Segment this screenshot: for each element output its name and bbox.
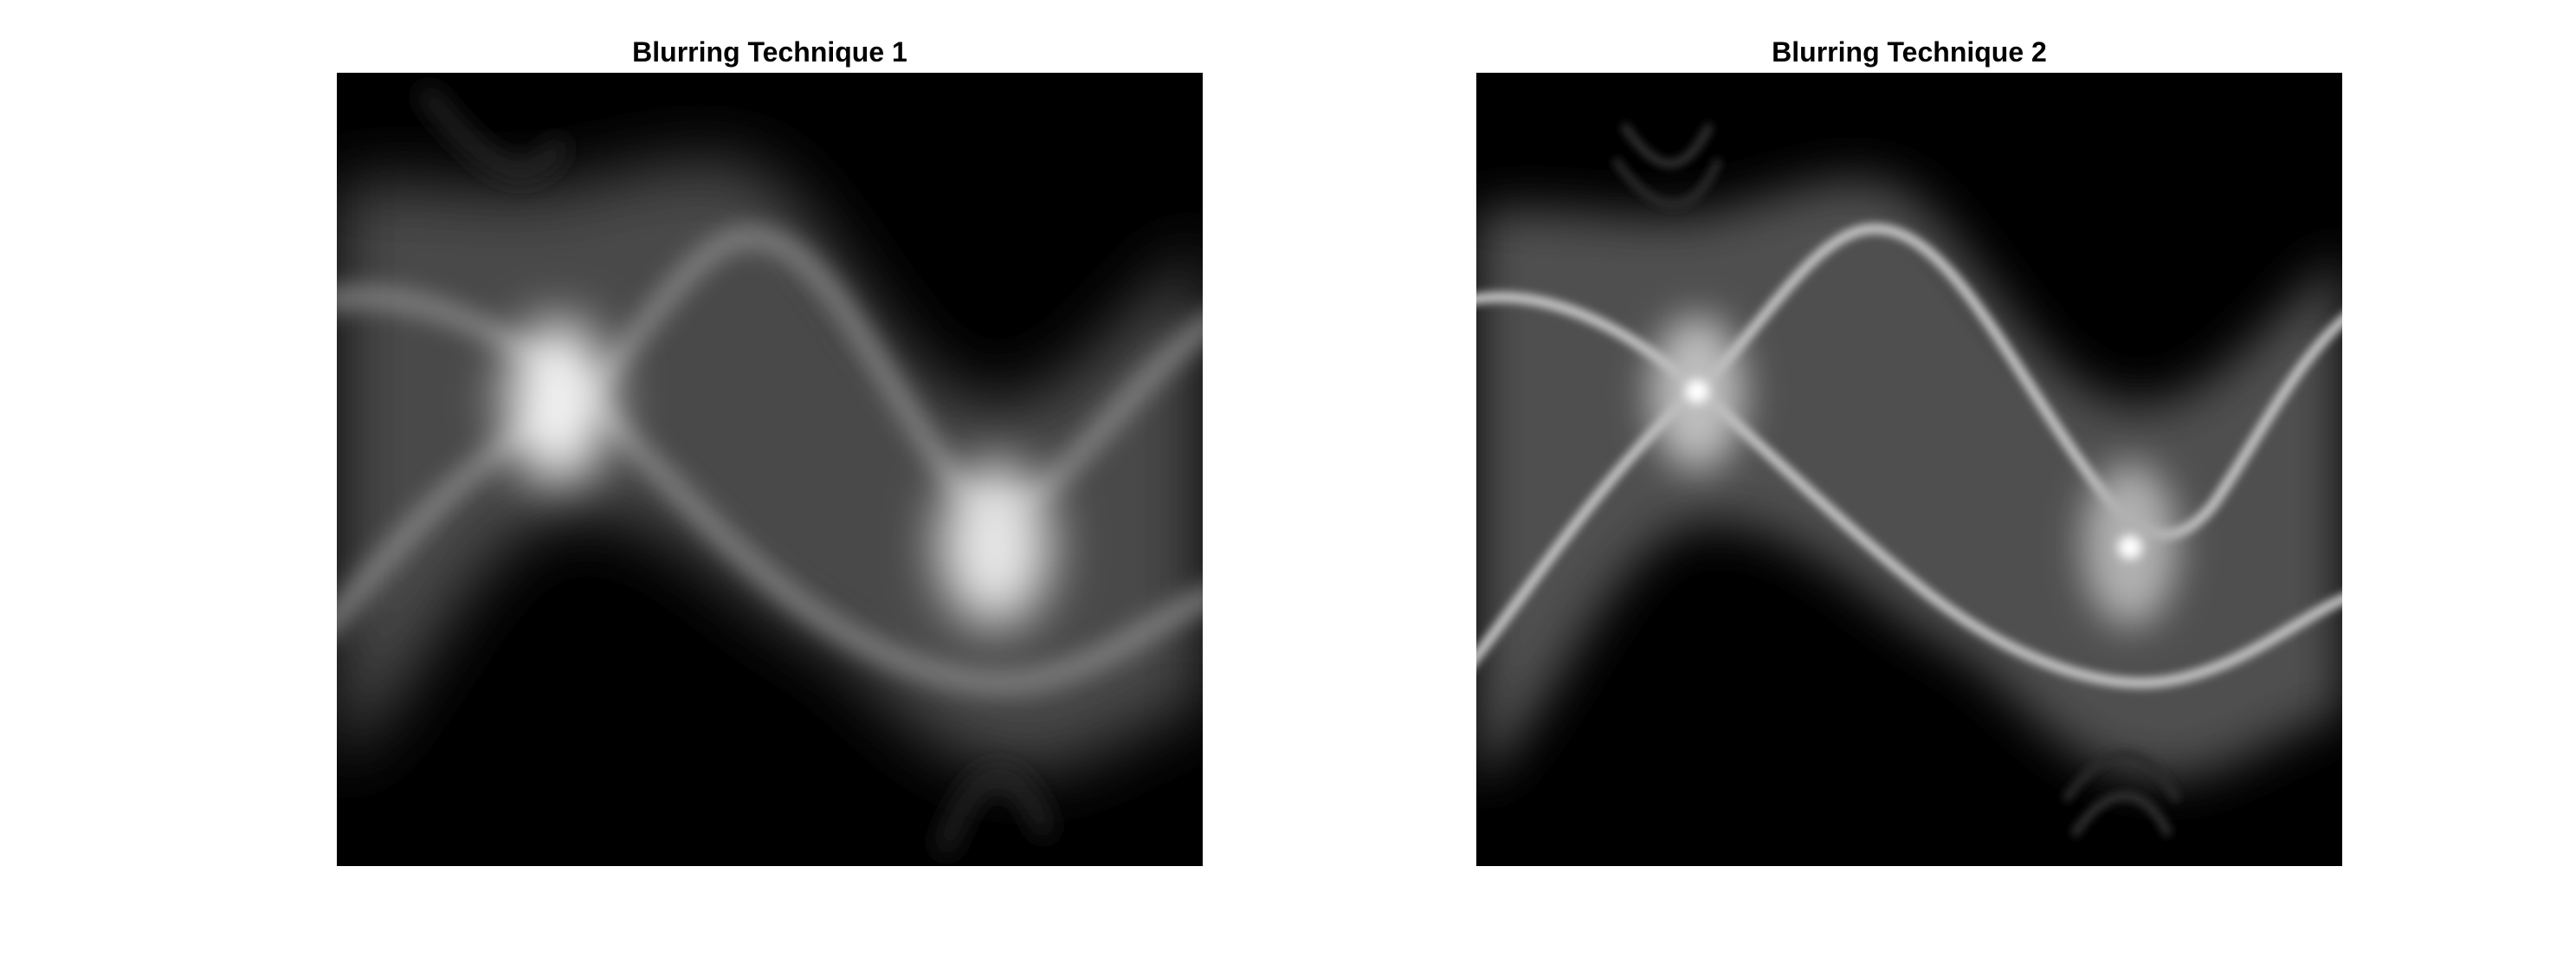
panel-1-sinogram	[337, 73, 1203, 866]
panel-2-sinogram	[1476, 73, 2342, 866]
panel-2-image	[1476, 73, 2342, 866]
panel-1-image	[337, 73, 1203, 866]
panel-2-title: Blurring Technique 2	[1476, 31, 2342, 73]
panel-1-title: Blurring Technique 1	[337, 31, 1203, 73]
